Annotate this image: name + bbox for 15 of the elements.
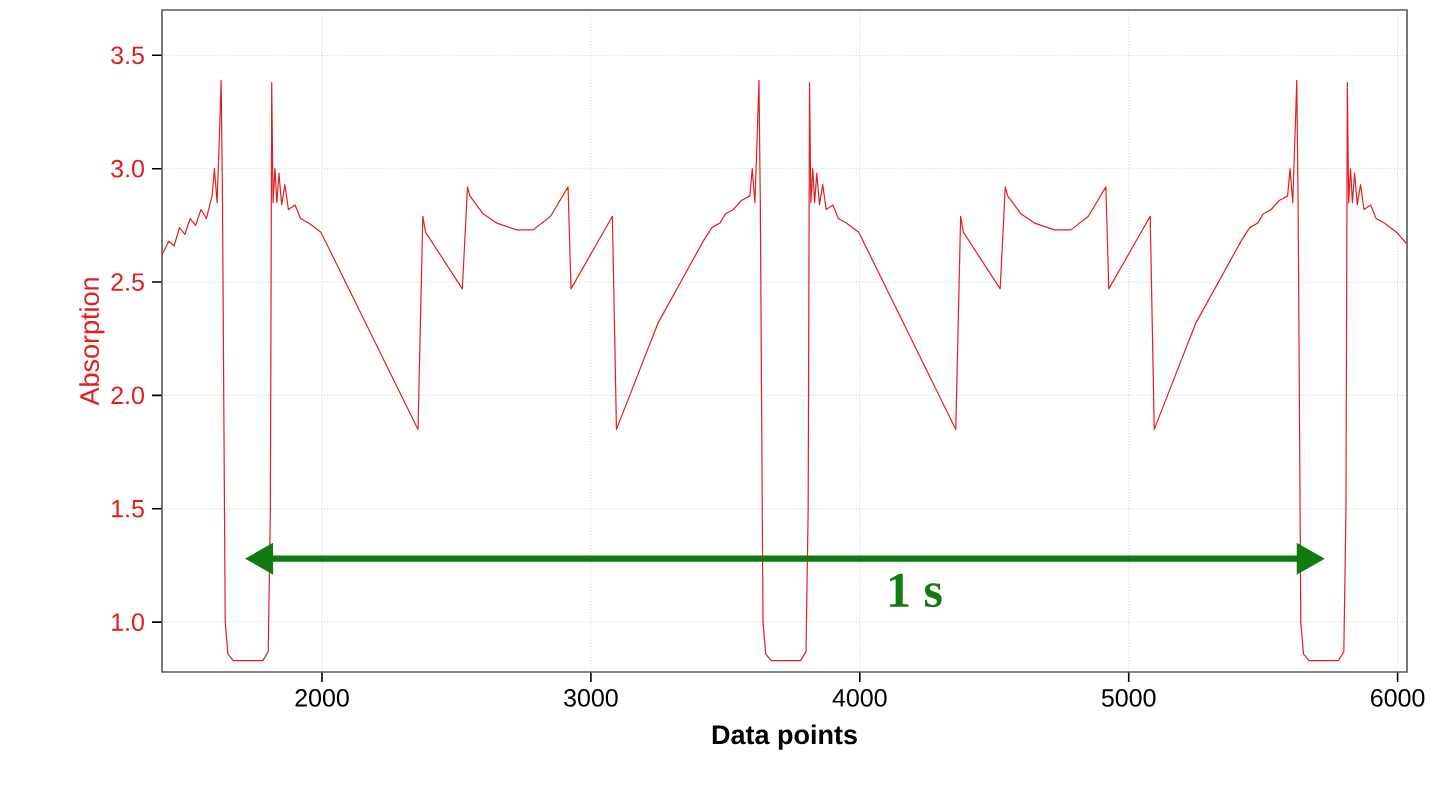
- y-tick-label: 2.5: [111, 273, 144, 291]
- y-tick-label: 1.5: [112, 500, 144, 518]
- y-tick-label: 3.5: [111, 46, 144, 65]
- y-tick-label: 2.0: [111, 386, 144, 405]
- x-tick-label: 2000: [295, 689, 349, 707]
- x-tick-label: 3000: [564, 689, 618, 707]
- annotation: 1 s: [890, 573, 942, 608]
- y-axis-title: Absorption: [79, 278, 105, 406]
- x-tick-label: 6000: [1371, 689, 1425, 707]
- y-tick-label: 3.0: [111, 159, 144, 178]
- y-tick-label: 1.0: [112, 613, 144, 631]
- x-tick-label: 4000: [832, 689, 887, 707]
- line-series: [162, 79, 1408, 662]
- x-tick-label: 5000: [1101, 689, 1156, 707]
- x-axis-title: Data points: [712, 724, 857, 750]
